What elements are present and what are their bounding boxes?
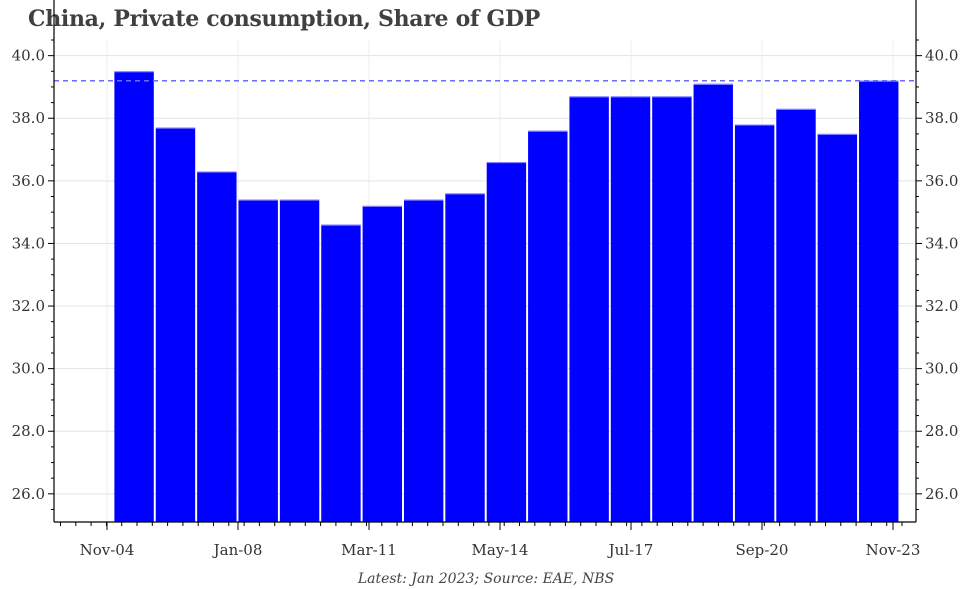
y-tick-label-right: 30.0: [925, 360, 958, 378]
x-tick-label: Jul-17: [607, 541, 654, 559]
y-tick-label-right: 32.0: [925, 297, 958, 315]
bar: [652, 96, 692, 523]
chart-title: China, Private consumption, Share of GDP: [28, 6, 540, 32]
bar: [155, 127, 196, 523]
bar: [362, 205, 403, 522]
bar: [569, 96, 609, 523]
x-tick-label: Mar-11: [341, 541, 397, 559]
y-tick-label-left: 38.0: [12, 109, 45, 127]
x-tick-label: Nov-04: [80, 541, 135, 559]
bar: [279, 199, 320, 522]
bar: [734, 124, 775, 522]
y-tick-label-left: 28.0: [12, 422, 45, 440]
bar: [321, 224, 361, 522]
y-tick-label-right: 34.0: [925, 234, 958, 252]
bar: [859, 80, 899, 523]
y-tick-label-right: 28.0: [925, 422, 958, 440]
y-tick-label-right: 38.0: [925, 109, 958, 127]
bar: [693, 83, 733, 523]
bar: [445, 193, 485, 522]
bar: [486, 162, 527, 522]
y-tick-label-left: 36.0: [12, 172, 45, 190]
x-tick-label: Sep-20: [736, 541, 789, 559]
bar: [610, 96, 651, 523]
y-tick-label-right: 26.0: [925, 485, 958, 503]
bar: [114, 71, 154, 522]
y-tick-label-left: 26.0: [12, 485, 45, 503]
bar: [817, 133, 858, 522]
y-tick-label-left: 34.0: [12, 234, 45, 252]
x-tick-label: Nov-23: [866, 541, 921, 559]
y-tick-label-right: 40.0: [925, 47, 958, 65]
bar: [238, 199, 278, 522]
bar: [403, 199, 444, 522]
bar: [776, 108, 816, 522]
x-tick-label: May-14: [472, 541, 529, 559]
y-tick-label-left: 40.0: [12, 47, 45, 65]
source-footnote: Latest: Jan 2023; Source: EAE, NBS: [357, 571, 614, 587]
y-tick-label-right: 36.0: [925, 172, 958, 190]
x-tick-label: Jan-08: [212, 541, 263, 559]
bar: [197, 171, 237, 523]
y-tick-label-left: 30.0: [12, 360, 45, 378]
bar: [528, 130, 568, 522]
y-tick-label-left: 32.0: [12, 297, 45, 315]
